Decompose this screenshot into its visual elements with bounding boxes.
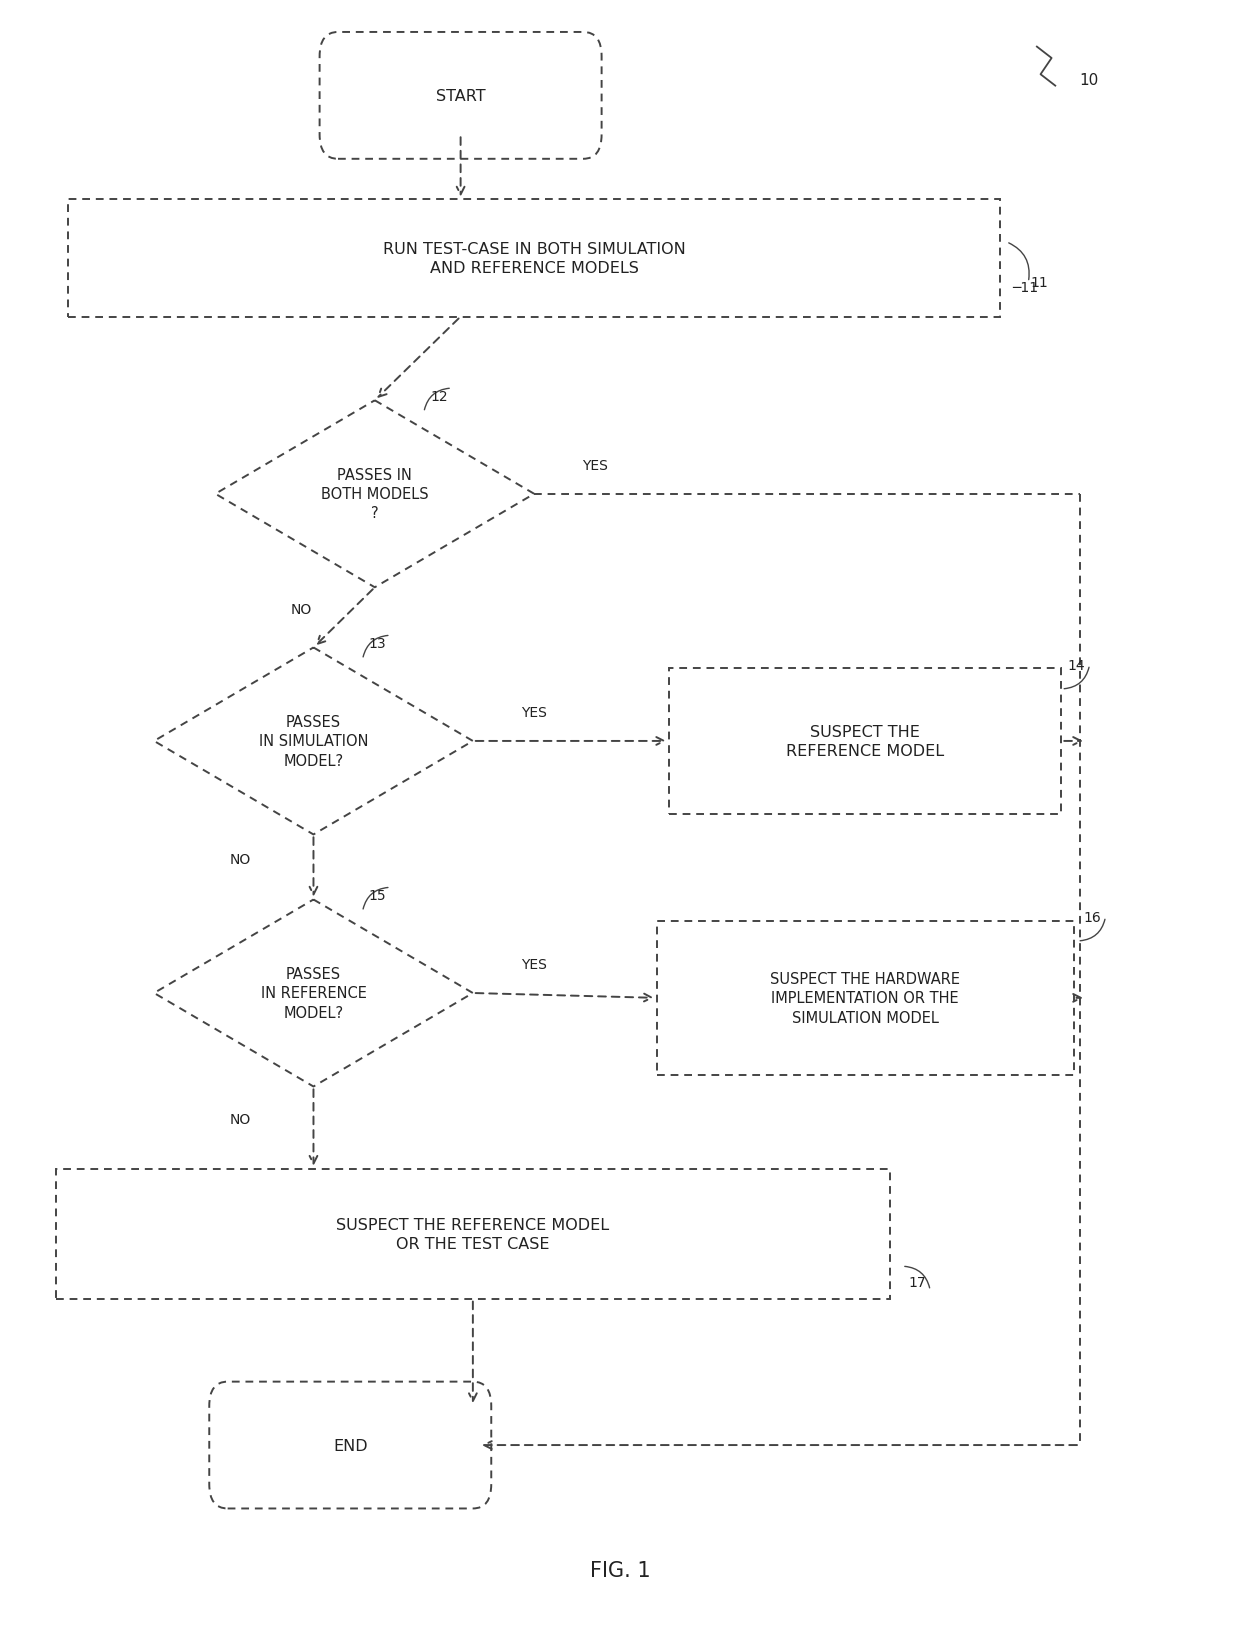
Text: 16: 16	[1084, 910, 1101, 924]
Polygon shape	[154, 647, 472, 834]
Text: 12: 12	[430, 390, 448, 403]
Text: YES: YES	[583, 459, 609, 472]
Text: SUSPECT THE
REFERENCE MODEL: SUSPECT THE REFERENCE MODEL	[786, 724, 945, 759]
Text: ─​​11: ─​​11	[1012, 282, 1038, 295]
Text: YES: YES	[521, 705, 547, 720]
Text: START: START	[435, 89, 485, 103]
Text: SUSPECT THE HARDWARE
IMPLEMENTATION OR THE
SIMULATION MODEL: SUSPECT THE HARDWARE IMPLEMENTATION OR T…	[770, 972, 960, 1024]
Text: 10: 10	[1080, 72, 1099, 87]
Text: PASSES
IN SIMULATION
MODEL?: PASSES IN SIMULATION MODEL?	[259, 715, 368, 769]
Text: NO: NO	[229, 1113, 250, 1126]
Bar	[670, 669, 1061, 815]
Bar	[56, 1169, 890, 1300]
Bar	[68, 200, 1001, 318]
Text: NO: NO	[229, 852, 250, 867]
Text: 13: 13	[368, 638, 387, 651]
Text: END: END	[334, 1437, 367, 1452]
Polygon shape	[154, 900, 472, 1087]
Text: PASSES IN
BOTH MODELS
?: PASSES IN BOTH MODELS ?	[321, 467, 429, 521]
Text: 11: 11	[1030, 277, 1049, 290]
Text: 14: 14	[1068, 659, 1085, 672]
Text: SUSPECT THE REFERENCE MODEL
OR THE TEST CASE: SUSPECT THE REFERENCE MODEL OR THE TEST …	[336, 1216, 609, 1251]
FancyBboxPatch shape	[210, 1382, 491, 1508]
Text: YES: YES	[521, 957, 547, 972]
Text: FIG. 1: FIG. 1	[590, 1560, 650, 1580]
Text: NO: NO	[290, 603, 311, 616]
Bar	[657, 921, 1074, 1075]
Text: RUN TEST-CASE IN BOTH SIMULATION
AND REFERENCE MODELS: RUN TEST-CASE IN BOTH SIMULATION AND REF…	[383, 241, 686, 275]
Text: 17: 17	[908, 1275, 926, 1290]
FancyBboxPatch shape	[320, 33, 601, 159]
Polygon shape	[216, 402, 534, 588]
Text: PASSES
IN REFERENCE
MODEL?: PASSES IN REFERENCE MODEL?	[260, 967, 366, 1019]
Text: 15: 15	[368, 888, 387, 903]
